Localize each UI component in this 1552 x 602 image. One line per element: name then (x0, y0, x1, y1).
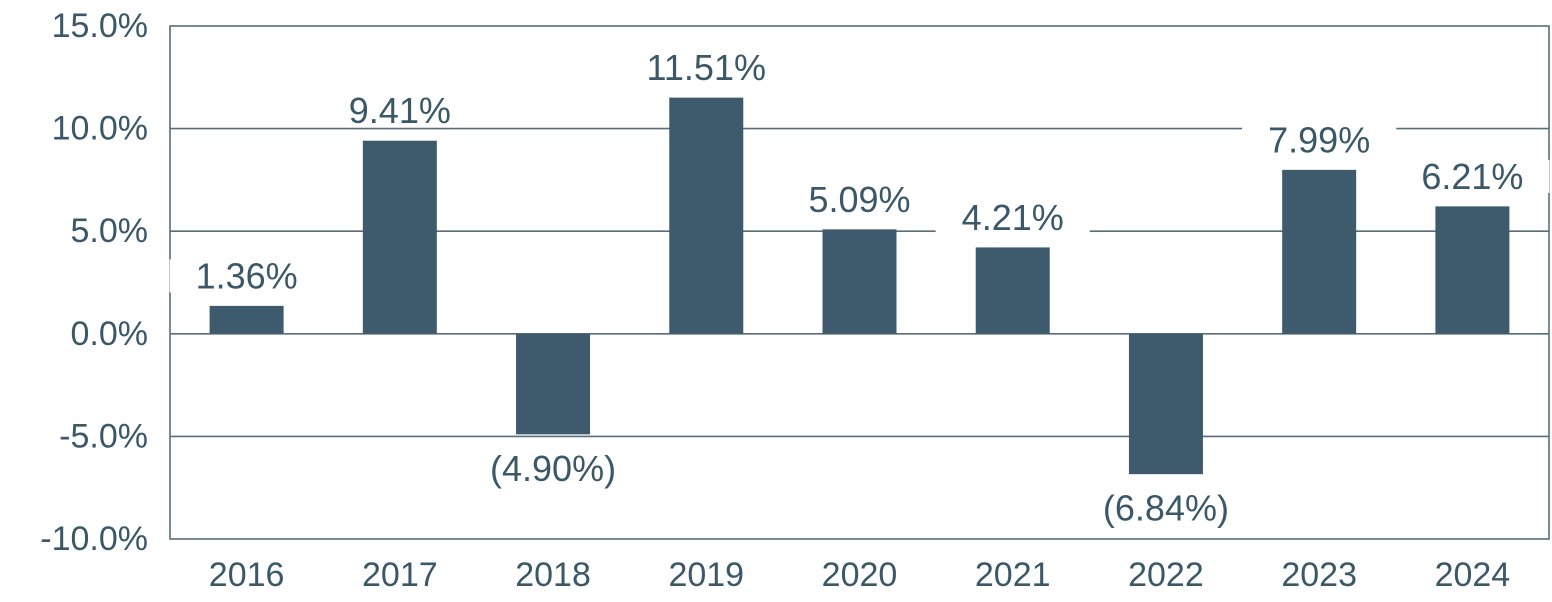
y-tick-label: 10.0% (52, 110, 148, 148)
x-tick-label: 2022 (1128, 556, 1204, 594)
bars (209, 97, 1510, 475)
data-label-2016: 1.36% (196, 255, 298, 296)
y-axis-tick-labels: 15.0% 10.0% 5.0% 0.0% -5.0% -10.0% (40, 7, 148, 558)
y-tick-label: -5.0% (59, 417, 148, 455)
x-tick-label: 2024 (1435, 556, 1511, 594)
data-label-2021: 4.21% (962, 197, 1064, 238)
data-label-halo (1242, 123, 1397, 157)
data-label-halo (620, 51, 792, 85)
data-label-2019: 11.51% (647, 47, 766, 88)
y-tick-label: -10.0% (40, 520, 148, 558)
x-tick-label: 2023 (1281, 556, 1357, 594)
y-tick-label: 15.0% (52, 7, 148, 45)
bar-2019 (669, 97, 744, 334)
data-label-2022: (6.84%) (1103, 488, 1229, 529)
data-label-halo (1395, 159, 1550, 193)
x-tick-label: 2020 (822, 556, 898, 594)
data-label-halo (322, 94, 477, 128)
x-tick-label: 2018 (515, 556, 591, 594)
bar-2016 (209, 305, 284, 334)
x-tick-label: 2019 (668, 556, 744, 594)
bar-2018 (516, 333, 591, 435)
data-label-halo (782, 182, 937, 216)
data-label-2017: 9.41% (349, 90, 451, 131)
data-label-halo (935, 200, 1090, 234)
bar-2021 (975, 247, 1050, 334)
x-axis-tick-labels: 2016 2017 2018 2019 2020 2021 2022 2023 2024 (209, 556, 1510, 594)
data-label-halo (169, 259, 324, 293)
data-label-2020: 5.09% (808, 179, 910, 220)
bar-2020 (822, 229, 897, 334)
bar-2023 (1282, 169, 1357, 334)
data-label-2018: (4.90%) (490, 448, 616, 489)
x-tick-label: 2016 (209, 556, 285, 594)
bar-2024 (1435, 206, 1510, 334)
data-label-2023: 7.99% (1268, 119, 1370, 160)
x-tick-label: 2021 (975, 556, 1051, 594)
data-label-2024: 6.21% (1421, 156, 1523, 197)
data-labels: 1.36% 9.41% (4.90%) 11.51% 5.09% 4.21% (6.84%)… (169, 47, 1550, 529)
bar-2017 (362, 140, 437, 334)
bar-2022 (1128, 333, 1203, 475)
x-tick-label: 2017 (362, 556, 438, 594)
y-tick-label: 5.0% (71, 212, 149, 250)
y-tick-label: 0.0% (71, 315, 149, 353)
